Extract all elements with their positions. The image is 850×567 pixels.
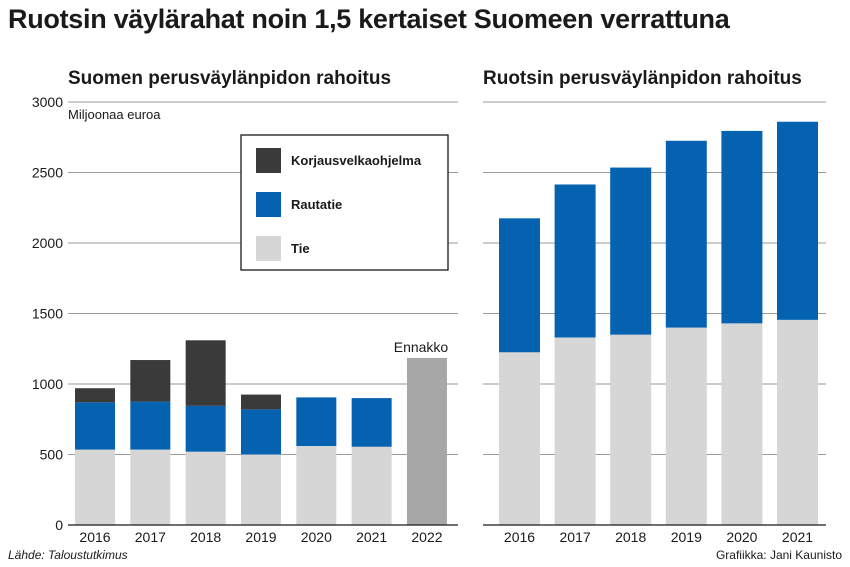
bar-rautatie-2019 bbox=[240, 409, 281, 455]
x-tick-label: 2016 bbox=[504, 529, 535, 545]
x-tick-label: 2020 bbox=[726, 529, 757, 545]
bar-tie-2020 bbox=[296, 446, 337, 525]
bar-rautatie-2016 bbox=[75, 402, 115, 450]
y-tick-label: 2500 bbox=[32, 165, 63, 181]
x-tick-label: 2021 bbox=[356, 529, 387, 545]
panel-title: Ruotsin perusväylänpidon rahoitus bbox=[483, 68, 802, 89]
y-tick-label: 3000 bbox=[32, 94, 63, 110]
legend-label: Tie bbox=[291, 241, 310, 256]
y-tick-label: 2000 bbox=[32, 235, 63, 251]
bar-rautatie-2019 bbox=[665, 140, 707, 328]
bar-rautatie-2017 bbox=[130, 401, 171, 450]
legend-label: Korjausvelkaohjelma bbox=[291, 153, 422, 168]
bar-rautatie-2020 bbox=[721, 130, 763, 324]
bar-tie-2017 bbox=[554, 337, 596, 525]
forecast-label: Ennakko bbox=[394, 339, 449, 355]
y-tick-label: 1500 bbox=[32, 306, 63, 322]
x-tick-label: 2018 bbox=[615, 529, 646, 545]
bar-tie-2018 bbox=[610, 334, 652, 525]
credit-note: Grafiikka: Jani Kaunisto bbox=[716, 548, 842, 562]
x-tick-label: 2017 bbox=[560, 529, 591, 545]
legend-label: Rautatie bbox=[291, 197, 342, 212]
panel-title: Suomen perusväylänpidon rahoitus bbox=[68, 68, 391, 89]
source-note: Lähde: Taloustutkimus bbox=[8, 548, 128, 562]
bar-korjausvelkaohjelma-2018 bbox=[185, 340, 226, 406]
bar-korjausvelkaohjelma-2019 bbox=[240, 394, 281, 410]
bar-rautatie-2021 bbox=[351, 398, 392, 447]
y-axis-label: Miljoonaa euroa bbox=[68, 107, 161, 122]
bar-tie-2016 bbox=[75, 449, 115, 525]
bar-rautatie-2016 bbox=[499, 218, 540, 353]
y-tick-label: 1000 bbox=[32, 376, 63, 392]
bar-tie-2016 bbox=[499, 352, 540, 525]
bar-tie-2019 bbox=[240, 454, 281, 525]
bar-ennakko-2022 bbox=[406, 357, 447, 525]
bar-rautatie-2017 bbox=[554, 184, 596, 338]
legend-swatch bbox=[256, 236, 281, 261]
bar-tie-2021 bbox=[777, 319, 818, 525]
bar-tie-2021 bbox=[351, 446, 392, 525]
bar-rautatie-2018 bbox=[185, 405, 226, 452]
x-tick-label: 2017 bbox=[135, 529, 166, 545]
x-tick-label: 2018 bbox=[190, 529, 221, 545]
bar-tie-2020 bbox=[721, 323, 763, 525]
sweden-chart: Ruotsin perusväylänpidon rahoitus 2016 201… bbox=[483, 68, 826, 545]
x-tick-label: 2016 bbox=[79, 529, 110, 545]
bar-tie-2019 bbox=[665, 327, 707, 525]
legend: Korjausvelkaohjelma Rautatie Tie bbox=[240, 134, 449, 271]
bar-korjausvelkaohjelma-2017 bbox=[130, 360, 171, 402]
x-tick-label: 2019 bbox=[245, 529, 276, 545]
bar-rautatie-2020 bbox=[296, 397, 337, 447]
finland-chart: Suomen perusväylänpidon rahoitus 0 500 1000… bbox=[32, 68, 458, 545]
x-tick-label: 2019 bbox=[671, 529, 702, 545]
bar-tie-2018 bbox=[185, 451, 226, 525]
legend-swatch bbox=[256, 148, 281, 173]
bar-rautatie-2018 bbox=[610, 167, 652, 335]
y-tick-label: 500 bbox=[40, 447, 64, 463]
bar-rautatie-2021 bbox=[777, 121, 818, 320]
bar-tie-2017 bbox=[130, 449, 171, 525]
x-tick-label: 2022 bbox=[411, 529, 442, 545]
legend-swatch bbox=[256, 192, 281, 217]
x-tick-label: 2020 bbox=[301, 529, 332, 545]
x-tick-label: 2021 bbox=[782, 529, 813, 545]
bar-korjausvelkaohjelma-2016 bbox=[75, 388, 115, 403]
y-tick-label: 0 bbox=[55, 517, 63, 533]
page-title: Ruotsin väylärahat noin 1,5 kertaiset Su… bbox=[8, 4, 730, 34]
